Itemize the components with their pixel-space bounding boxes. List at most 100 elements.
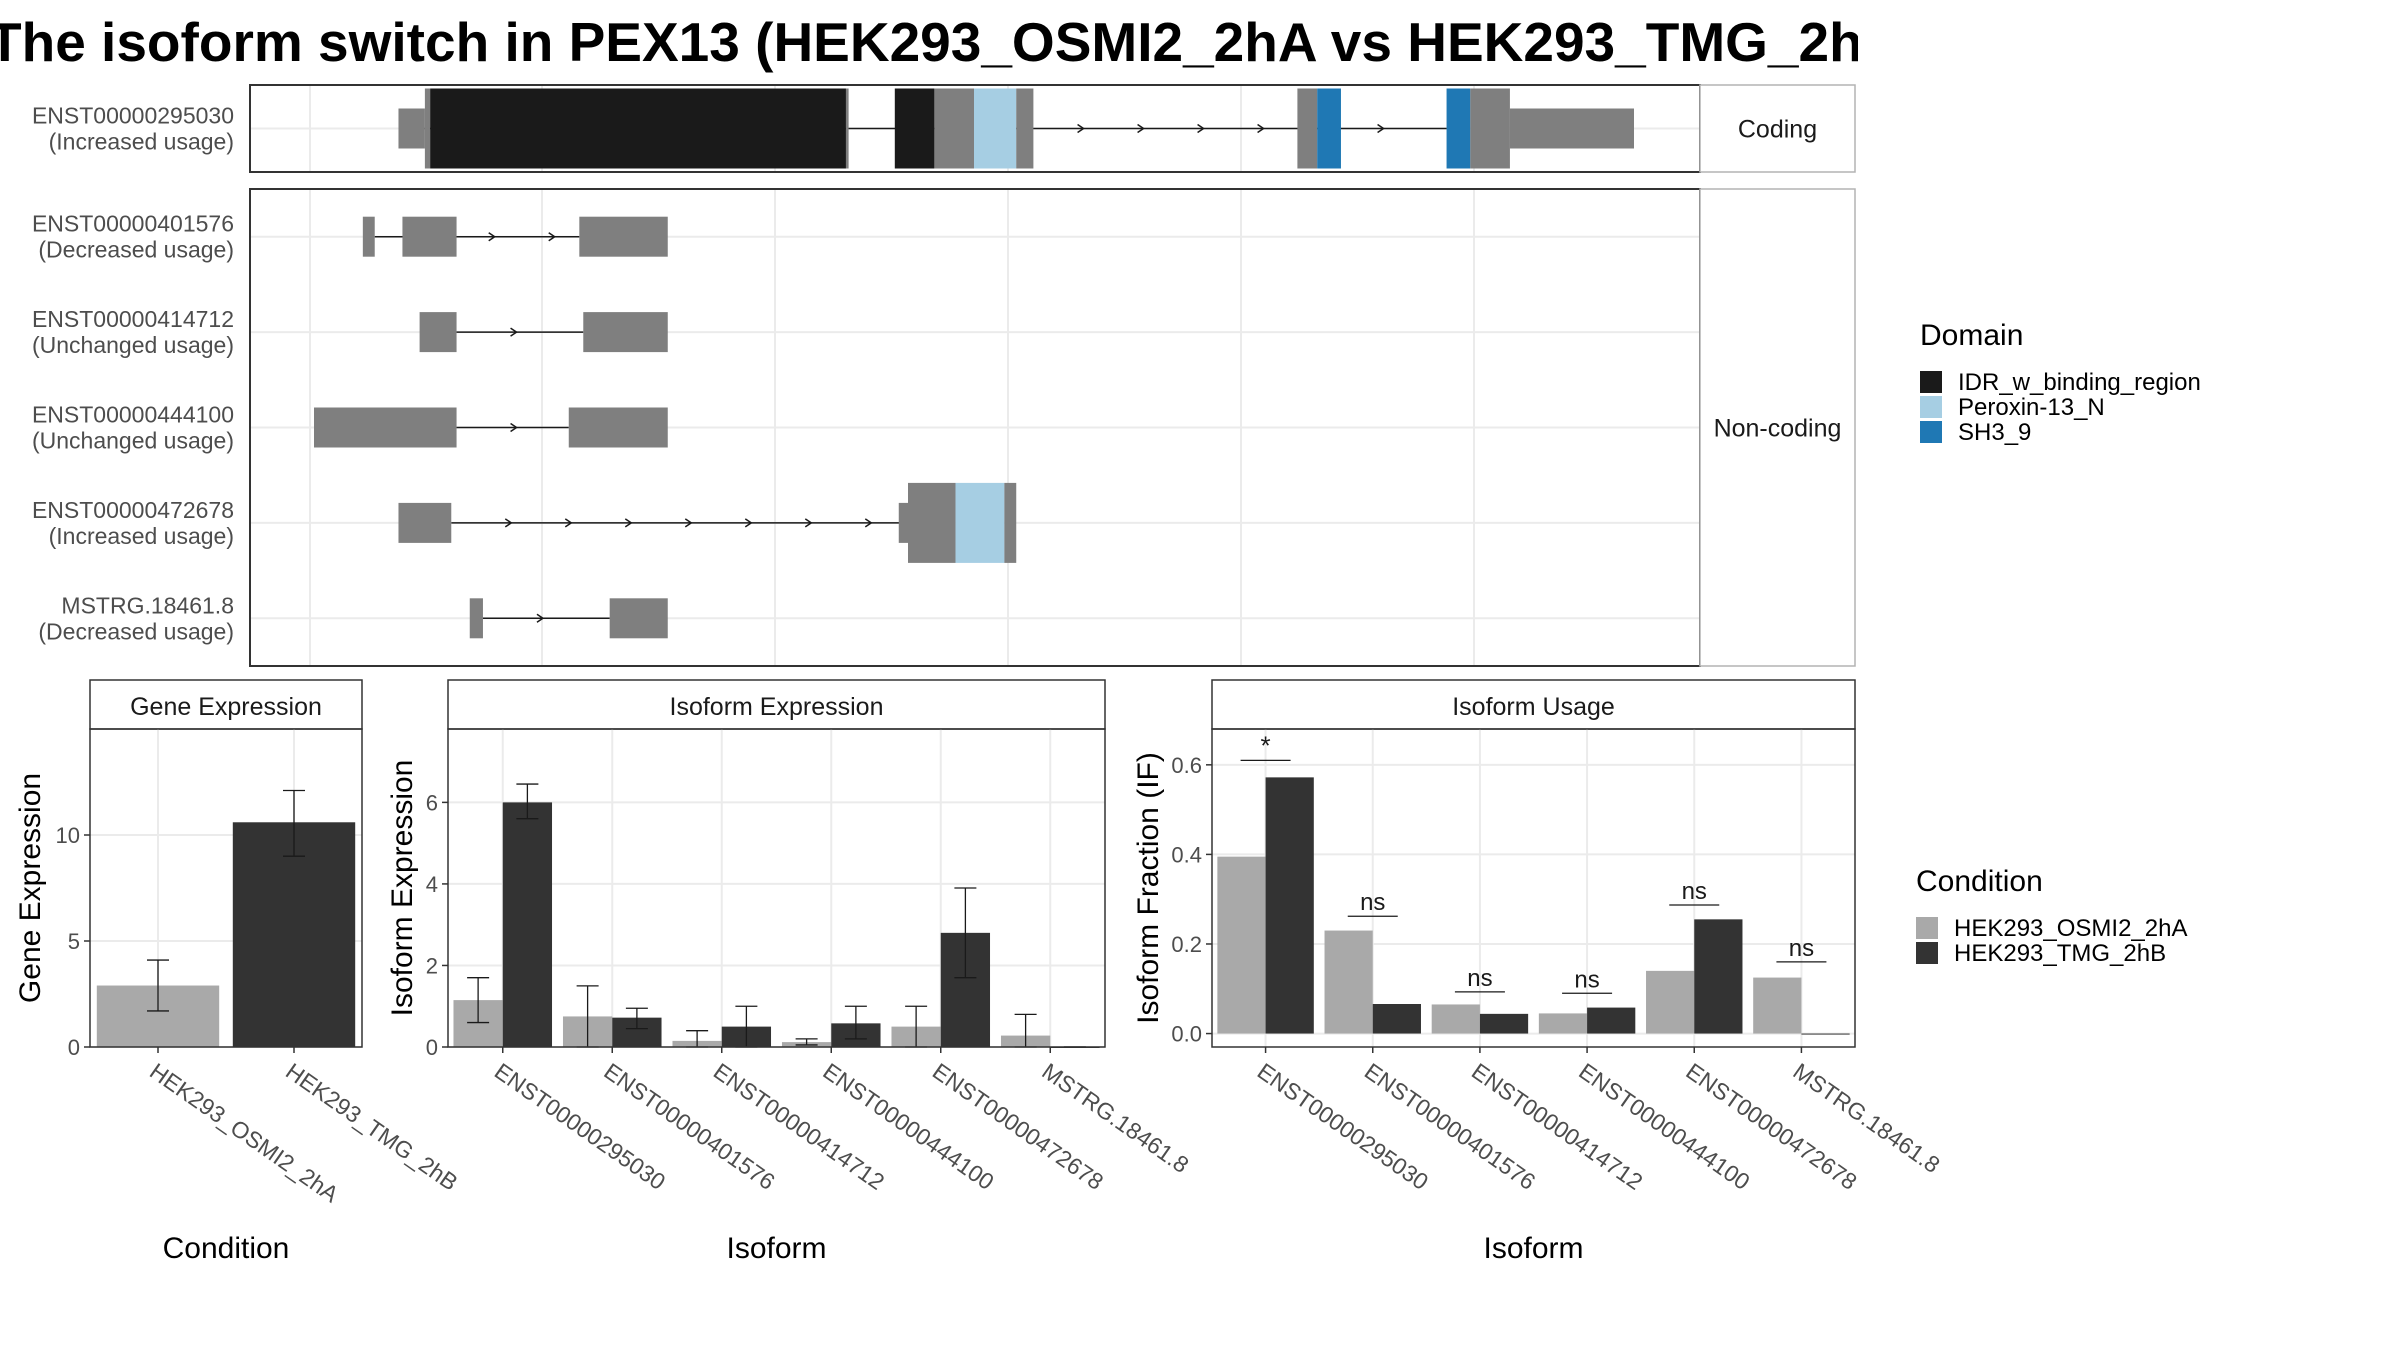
structure-panel-non-coding: ENST00000401576(Decreased usage) ENST0000… <box>32 188 1856 667</box>
intron-arrow <box>684 518 693 528</box>
facet-strip-label: Non-coding <box>1714 415 1842 443</box>
legend-key <box>1920 371 1942 393</box>
y-tick-label: 0.4 <box>1171 842 1202 867</box>
significance-label: ns <box>1682 878 1707 905</box>
bar <box>1587 1007 1636 1034</box>
chart-isoform-usage: Isoform Usage * ns ns ns ns ns 0.0 0.2 0.4 0.6 ENST… <box>1132 679 1945 1265</box>
exon-block <box>424 88 431 169</box>
chart-strip <box>1211 679 1856 730</box>
intron-arrow <box>1077 123 1085 134</box>
chart-title: Isoform Usage <box>1452 693 1615 721</box>
bar <box>1646 970 1695 1034</box>
bar <box>1265 777 1314 1034</box>
transcript-id-label: ENST00000414712 <box>32 306 234 332</box>
y-tick-label: 10 <box>56 823 80 848</box>
transcript-usage-label: (Unchanged usage) <box>32 428 234 454</box>
bar <box>1753 977 1802 1034</box>
legends: Domain IDR_w_binding_regionPeroxin-13_NSH… <box>1916 319 2201 967</box>
intron-arrow <box>488 232 497 242</box>
legend-key <box>1920 421 1942 443</box>
domain-segment <box>430 88 846 169</box>
structure-panel-coding: ENST00000295030(Increased usage) Coding <box>32 84 1856 173</box>
y-axis-label: Isoform Expression <box>386 760 419 1017</box>
chart-title: Gene Expression <box>130 693 322 721</box>
bar <box>502 802 553 1047</box>
intron-arrow <box>1197 123 1205 134</box>
exon-block <box>568 407 668 448</box>
domain-legend: Domain IDR_w_binding_regionPeroxin-13_NSH… <box>1920 319 2201 446</box>
y-tick-label: 0 <box>68 1035 80 1060</box>
intron-arrow <box>536 613 545 623</box>
legend-key <box>1916 917 1938 939</box>
exon-block <box>398 502 452 543</box>
intron-arrow <box>1257 123 1265 134</box>
bar-charts: Gene Expression0510HEK293_OSMI2_2hAHEK29… <box>14 679 1945 1265</box>
facet-strip <box>1699 188 1856 667</box>
x-axis-label: Isoform <box>1483 1232 1583 1265</box>
chart-strip <box>89 679 363 730</box>
intron-arrow <box>510 327 518 337</box>
y-tick-label: 0.6 <box>1171 753 1202 778</box>
exon-block <box>314 407 457 448</box>
transcript-id-label: ENST00000472678 <box>32 497 234 523</box>
transcript-usage-label: (Increased usage) <box>49 129 234 155</box>
significance-label: * <box>1261 730 1271 760</box>
error-bar <box>795 1038 818 1046</box>
error-bar <box>147 959 169 1012</box>
exon-block <box>583 312 668 353</box>
y-tick-label: 5 <box>68 929 80 954</box>
legend-label: Peroxin-13_N <box>1958 394 2105 421</box>
facet-strip-label: Coding <box>1738 116 1817 144</box>
transcript-usage-label: (Unchanged usage) <box>32 332 234 358</box>
chart-isoform-expression: Isoform Expression0246ENST00000295030ENS… <box>386 679 1194 1265</box>
figure-title: The isoform switch in PEX13 (HEK293_OSMI… <box>0 11 1858 73</box>
panel-border <box>89 728 363 1048</box>
significance-label: ns <box>1360 889 1385 916</box>
transcript-row: ENST00000472678(Increased usage) <box>32 482 1700 563</box>
legend-key <box>1920 396 1942 418</box>
exon-block <box>1470 88 1510 169</box>
transcript-usage-label: (Increased usage) <box>49 523 234 549</box>
transcript-usage-label: (Decreased usage) <box>38 237 234 263</box>
exon-block <box>898 502 908 543</box>
exon-block <box>402 216 457 257</box>
error-bar <box>844 1005 867 1040</box>
bar <box>1538 1013 1588 1034</box>
domain-segment <box>955 482 1005 563</box>
transcript-row: MSTRG.18461.8(Decreased usage) <box>38 592 1700 644</box>
exon-block <box>1016 88 1034 169</box>
x-axis-label: Isoform <box>726 1232 826 1265</box>
legend-label: SH3_9 <box>1958 419 2031 446</box>
intron-arrow <box>624 518 633 528</box>
error-bar <box>467 977 490 1024</box>
chart-title: Isoform Expression <box>670 693 884 721</box>
bar <box>1372 1004 1421 1034</box>
exon-block <box>609 598 668 639</box>
intron-arrow <box>744 518 753 528</box>
intron-arrow <box>510 422 518 433</box>
legend-label: IDR_w_binding_region <box>1958 369 2201 396</box>
domain-segment <box>1317 88 1341 169</box>
bar <box>1324 930 1373 1034</box>
transcript-usage-label: (Decreased usage) <box>38 618 234 644</box>
bar <box>1801 1033 1850 1035</box>
bar <box>1217 856 1266 1034</box>
bar <box>1694 919 1743 1034</box>
transcript-row: ENST00000444100(Unchanged usage) <box>32 402 1700 454</box>
exon-block <box>419 312 457 353</box>
transcript-row: ENST00000401576(Decreased usage) <box>32 211 1700 263</box>
bar <box>1431 1004 1480 1034</box>
error-bar <box>954 887 977 979</box>
intron-arrow <box>864 518 873 528</box>
significance-label: ns <box>1467 965 1492 992</box>
facet-strip <box>1699 84 1856 173</box>
panel-border <box>1211 728 1856 1048</box>
y-tick-label: 4 <box>426 872 438 897</box>
x-axis-label: Condition <box>163 1232 290 1265</box>
exon-block <box>845 88 849 169</box>
y-tick-label: 6 <box>426 790 438 815</box>
gene-structure-plot: ENST00000295030(Increased usage) CodingEN… <box>32 84 1856 667</box>
legend-title: Domain <box>1920 319 2023 352</box>
